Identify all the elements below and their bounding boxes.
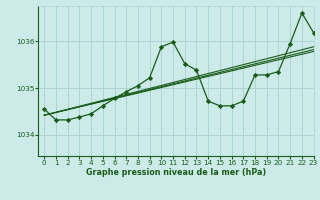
X-axis label: Graphe pression niveau de la mer (hPa): Graphe pression niveau de la mer (hPa) [86, 168, 266, 177]
